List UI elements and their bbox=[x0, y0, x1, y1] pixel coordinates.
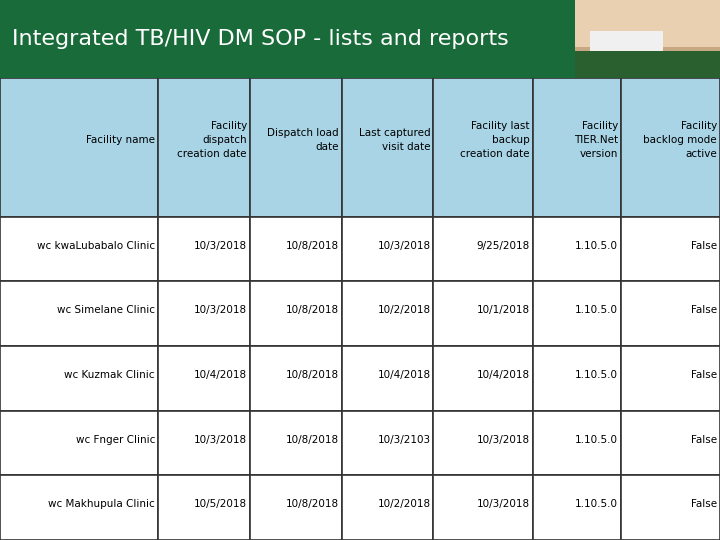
Text: 10/3/2018: 10/3/2018 bbox=[377, 241, 431, 251]
Text: 10/3/2018: 10/3/2018 bbox=[477, 500, 530, 509]
Text: 10/4/2018: 10/4/2018 bbox=[477, 370, 530, 380]
Bar bbox=[250, 281, 341, 346]
Bar bbox=[250, 410, 341, 475]
Bar bbox=[158, 78, 250, 217]
Text: 1.10.5.0: 1.10.5.0 bbox=[575, 241, 618, 251]
Text: 1.10.5.0: 1.10.5.0 bbox=[575, 370, 618, 380]
Text: Facility
dispatch
creation date: Facility dispatch creation date bbox=[177, 122, 247, 159]
Text: 10/4/2018: 10/4/2018 bbox=[194, 370, 247, 380]
Text: 10/5/2018: 10/5/2018 bbox=[194, 500, 247, 509]
Bar bbox=[533, 78, 621, 217]
Bar bbox=[0, 78, 158, 217]
Text: wc Fnger Clinic: wc Fnger Clinic bbox=[76, 435, 155, 445]
Text: 10/8/2018: 10/8/2018 bbox=[286, 435, 338, 445]
Text: False: False bbox=[691, 306, 717, 315]
Bar bbox=[158, 346, 250, 410]
Bar bbox=[0, 475, 158, 540]
Text: 1.10.5.0: 1.10.5.0 bbox=[575, 500, 618, 509]
Bar bbox=[621, 475, 720, 540]
Bar bbox=[433, 217, 533, 281]
Bar bbox=[433, 346, 533, 410]
Bar bbox=[533, 217, 621, 281]
Bar bbox=[158, 475, 250, 540]
Text: False: False bbox=[691, 370, 717, 380]
Bar bbox=[341, 281, 433, 346]
Text: 10/4/2018: 10/4/2018 bbox=[377, 370, 431, 380]
Text: 10/3/2103: 10/3/2103 bbox=[377, 435, 431, 445]
Bar bbox=[533, 346, 621, 410]
Text: 10/3/2018: 10/3/2018 bbox=[194, 435, 247, 445]
Text: 10/2/2018: 10/2/2018 bbox=[377, 306, 431, 315]
Bar bbox=[533, 475, 621, 540]
Bar bbox=[0, 281, 158, 346]
Text: Last captured
visit date: Last captured visit date bbox=[359, 129, 431, 152]
Bar bbox=[0, 346, 158, 410]
Bar bbox=[250, 346, 341, 410]
Text: wc Simelane Clinic: wc Simelane Clinic bbox=[57, 306, 155, 315]
Bar bbox=[0, 410, 158, 475]
Text: Facility name: Facility name bbox=[86, 136, 155, 145]
Text: False: False bbox=[691, 435, 717, 445]
Bar bbox=[341, 217, 433, 281]
Bar bbox=[250, 78, 341, 217]
Text: 10/3/2018: 10/3/2018 bbox=[194, 306, 247, 315]
Bar bbox=[250, 475, 341, 540]
Text: Dispatch load
date: Dispatch load date bbox=[267, 129, 338, 152]
Text: wc Kuzmak Clinic: wc Kuzmak Clinic bbox=[65, 370, 155, 380]
Text: 10/8/2018: 10/8/2018 bbox=[286, 370, 338, 380]
Text: 1.10.5.0: 1.10.5.0 bbox=[575, 306, 618, 315]
Bar bbox=[341, 410, 433, 475]
Bar bbox=[621, 78, 720, 217]
Bar bbox=[341, 78, 433, 217]
Text: Integrated TB/HIV DM SOP - lists and reports: Integrated TB/HIV DM SOP - lists and rep… bbox=[12, 29, 509, 49]
Bar bbox=[0, 217, 158, 281]
Text: 10/1/2018: 10/1/2018 bbox=[477, 306, 530, 315]
Bar bbox=[433, 410, 533, 475]
Text: Facility last
backup
creation date: Facility last backup creation date bbox=[460, 122, 530, 159]
Text: Facility
TIER.Net
version: Facility TIER.Net version bbox=[574, 122, 618, 159]
Text: Facility
backlog mode
active: Facility backlog mode active bbox=[644, 122, 717, 159]
Text: False: False bbox=[691, 241, 717, 251]
Bar bbox=[341, 346, 433, 410]
Text: 1.10.5.0: 1.10.5.0 bbox=[575, 435, 618, 445]
Bar bbox=[250, 217, 341, 281]
Text: False: False bbox=[691, 500, 717, 509]
Bar bbox=[158, 410, 250, 475]
Bar bbox=[433, 281, 533, 346]
Bar bbox=[621, 281, 720, 346]
Text: 10/8/2018: 10/8/2018 bbox=[286, 241, 338, 251]
Text: wc kwaLubabalo Clinic: wc kwaLubabalo Clinic bbox=[37, 241, 155, 251]
Bar bbox=[575, 0, 720, 47]
Bar bbox=[433, 475, 533, 540]
Text: 9/25/2018: 9/25/2018 bbox=[477, 241, 530, 251]
Bar bbox=[341, 475, 433, 540]
Bar bbox=[575, 0, 720, 76]
Text: 10/8/2018: 10/8/2018 bbox=[286, 500, 338, 509]
Text: 10/3/2018: 10/3/2018 bbox=[194, 241, 247, 251]
Text: 10/2/2018: 10/2/2018 bbox=[377, 500, 431, 509]
Bar bbox=[533, 410, 621, 475]
Text: 10/8/2018: 10/8/2018 bbox=[286, 306, 338, 315]
Bar bbox=[575, 51, 720, 78]
Bar bbox=[158, 281, 250, 346]
Bar bbox=[433, 78, 533, 217]
Bar bbox=[158, 217, 250, 281]
Bar bbox=[590, 31, 662, 70]
Bar bbox=[533, 281, 621, 346]
Text: 10/3/2018: 10/3/2018 bbox=[477, 435, 530, 445]
Bar bbox=[621, 410, 720, 475]
Bar bbox=[621, 346, 720, 410]
Bar bbox=[621, 217, 720, 281]
Text: wc Makhupula Clinic: wc Makhupula Clinic bbox=[48, 500, 155, 509]
